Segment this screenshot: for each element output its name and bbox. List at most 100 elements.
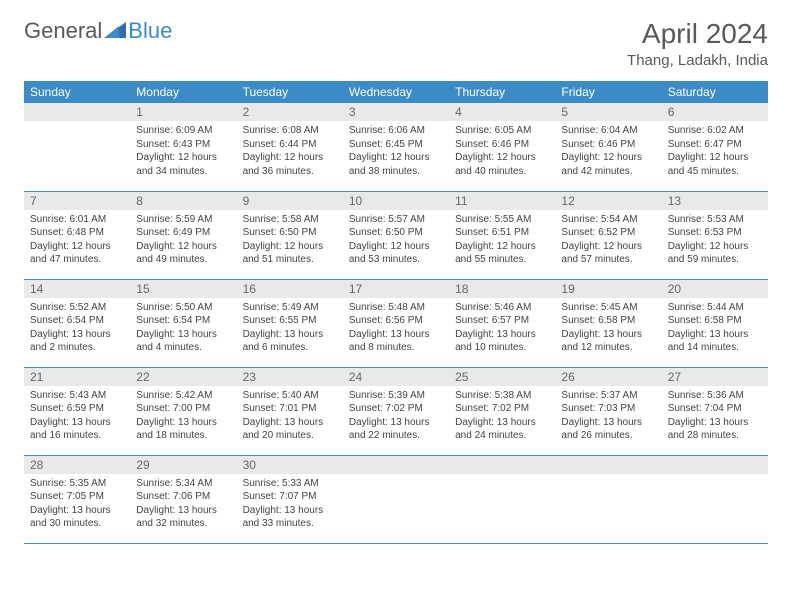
weekday-header: Monday <box>130 81 236 103</box>
calendar-day-cell: 18Sunrise: 5:46 AMSunset: 6:57 PMDayligh… <box>449 279 555 367</box>
day-details: Sunrise: 5:58 AMSunset: 6:50 PMDaylight:… <box>237 210 343 271</box>
day-details: Sunrise: 6:02 AMSunset: 6:47 PMDaylight:… <box>662 121 768 182</box>
day-number: 25 <box>449 368 555 386</box>
calendar-day-cell: 5Sunrise: 6:04 AMSunset: 6:46 PMDaylight… <box>555 103 661 191</box>
day-details: Sunrise: 5:34 AMSunset: 7:06 PMDaylight:… <box>130 474 236 535</box>
day-number: 10 <box>343 192 449 210</box>
day-details: Sunrise: 6:04 AMSunset: 6:46 PMDaylight:… <box>555 121 661 182</box>
calendar-day-cell: 3Sunrise: 6:06 AMSunset: 6:45 PMDaylight… <box>343 103 449 191</box>
day-number: 4 <box>449 103 555 121</box>
day-number: 16 <box>237 280 343 298</box>
calendar-day-cell <box>24 103 130 191</box>
day-number: 18 <box>449 280 555 298</box>
day-number: 12 <box>555 192 661 210</box>
calendar-day-cell <box>555 455 661 543</box>
day-number: 28 <box>24 456 130 474</box>
weekday-header: Thursday <box>449 81 555 103</box>
calendar-day-cell: 21Sunrise: 5:43 AMSunset: 6:59 PMDayligh… <box>24 367 130 455</box>
calendar-day-cell: 17Sunrise: 5:48 AMSunset: 6:56 PMDayligh… <box>343 279 449 367</box>
day-details: Sunrise: 5:45 AMSunset: 6:58 PMDaylight:… <box>555 298 661 359</box>
calendar-week-row: 1Sunrise: 6:09 AMSunset: 6:43 PMDaylight… <box>24 103 768 191</box>
day-details: Sunrise: 6:09 AMSunset: 6:43 PMDaylight:… <box>130 121 236 182</box>
day-details: Sunrise: 5:54 AMSunset: 6:52 PMDaylight:… <box>555 210 661 271</box>
calendar-day-cell: 16Sunrise: 5:49 AMSunset: 6:55 PMDayligh… <box>237 279 343 367</box>
day-number <box>343 456 449 474</box>
title-block: April 2024 Thang, Ladakh, India <box>627 18 768 69</box>
day-number: 20 <box>662 280 768 298</box>
day-number: 15 <box>130 280 236 298</box>
calendar-week-row: 14Sunrise: 5:52 AMSunset: 6:54 PMDayligh… <box>24 279 768 367</box>
weekday-header: Tuesday <box>237 81 343 103</box>
calendar-day-cell: 19Sunrise: 5:45 AMSunset: 6:58 PMDayligh… <box>555 279 661 367</box>
day-details: Sunrise: 5:48 AMSunset: 6:56 PMDaylight:… <box>343 298 449 359</box>
day-details <box>662 474 768 524</box>
calendar-day-cell: 14Sunrise: 5:52 AMSunset: 6:54 PMDayligh… <box>24 279 130 367</box>
day-details: Sunrise: 5:59 AMSunset: 6:49 PMDaylight:… <box>130 210 236 271</box>
day-details: Sunrise: 5:49 AMSunset: 6:55 PMDaylight:… <box>237 298 343 359</box>
day-details: Sunrise: 5:40 AMSunset: 7:01 PMDaylight:… <box>237 386 343 447</box>
day-number: 5 <box>555 103 661 121</box>
logo: General Blue <box>24 18 172 44</box>
calendar-day-cell: 24Sunrise: 5:39 AMSunset: 7:02 PMDayligh… <box>343 367 449 455</box>
calendar-day-cell: 2Sunrise: 6:08 AMSunset: 6:44 PMDaylight… <box>237 103 343 191</box>
calendar-day-cell: 29Sunrise: 5:34 AMSunset: 7:06 PMDayligh… <box>130 455 236 543</box>
day-details: Sunrise: 5:36 AMSunset: 7:04 PMDaylight:… <box>662 386 768 447</box>
day-details: Sunrise: 6:01 AMSunset: 6:48 PMDaylight:… <box>24 210 130 271</box>
day-number <box>24 103 130 121</box>
calendar-day-cell: 1Sunrise: 6:09 AMSunset: 6:43 PMDaylight… <box>130 103 236 191</box>
weekday-header: Sunday <box>24 81 130 103</box>
calendar-day-cell: 13Sunrise: 5:53 AMSunset: 6:53 PMDayligh… <box>662 191 768 279</box>
calendar-day-cell: 20Sunrise: 5:44 AMSunset: 6:58 PMDayligh… <box>662 279 768 367</box>
weekday-header: Wednesday <box>343 81 449 103</box>
day-number: 21 <box>24 368 130 386</box>
calendar-day-cell: 6Sunrise: 6:02 AMSunset: 6:47 PMDaylight… <box>662 103 768 191</box>
day-details: Sunrise: 5:55 AMSunset: 6:51 PMDaylight:… <box>449 210 555 271</box>
day-details: Sunrise: 5:53 AMSunset: 6:53 PMDaylight:… <box>662 210 768 271</box>
day-details: Sunrise: 5:33 AMSunset: 7:07 PMDaylight:… <box>237 474 343 535</box>
calendar-day-cell: 12Sunrise: 5:54 AMSunset: 6:52 PMDayligh… <box>555 191 661 279</box>
calendar-week-row: 21Sunrise: 5:43 AMSunset: 6:59 PMDayligh… <box>24 367 768 455</box>
day-number: 6 <box>662 103 768 121</box>
calendar-day-cell: 30Sunrise: 5:33 AMSunset: 7:07 PMDayligh… <box>237 455 343 543</box>
day-details: Sunrise: 5:44 AMSunset: 6:58 PMDaylight:… <box>662 298 768 359</box>
day-number: 27 <box>662 368 768 386</box>
calendar-day-cell <box>662 455 768 543</box>
day-number: 8 <box>130 192 236 210</box>
day-number: 13 <box>662 192 768 210</box>
calendar-week-row: 28Sunrise: 5:35 AMSunset: 7:05 PMDayligh… <box>24 455 768 543</box>
calendar-day-cell: 4Sunrise: 6:05 AMSunset: 6:46 PMDaylight… <box>449 103 555 191</box>
day-number: 1 <box>130 103 236 121</box>
day-details: Sunrise: 6:05 AMSunset: 6:46 PMDaylight:… <box>449 121 555 182</box>
calendar-day-cell: 25Sunrise: 5:38 AMSunset: 7:02 PMDayligh… <box>449 367 555 455</box>
weekday-header: Saturday <box>662 81 768 103</box>
day-details: Sunrise: 6:08 AMSunset: 6:44 PMDaylight:… <box>237 121 343 182</box>
day-number: 24 <box>343 368 449 386</box>
day-number <box>449 456 555 474</box>
day-number: 26 <box>555 368 661 386</box>
calendar-day-cell: 9Sunrise: 5:58 AMSunset: 6:50 PMDaylight… <box>237 191 343 279</box>
day-number <box>662 456 768 474</box>
day-details: Sunrise: 5:39 AMSunset: 7:02 PMDaylight:… <box>343 386 449 447</box>
calendar-day-cell: 22Sunrise: 5:42 AMSunset: 7:00 PMDayligh… <box>130 367 236 455</box>
day-details: Sunrise: 5:46 AMSunset: 6:57 PMDaylight:… <box>449 298 555 359</box>
logo-triangle-icon <box>104 18 126 44</box>
calendar-day-cell: 27Sunrise: 5:36 AMSunset: 7:04 PMDayligh… <box>662 367 768 455</box>
day-number: 30 <box>237 456 343 474</box>
day-number <box>555 456 661 474</box>
calendar-day-cell: 7Sunrise: 6:01 AMSunset: 6:48 PMDaylight… <box>24 191 130 279</box>
day-details: Sunrise: 5:57 AMSunset: 6:50 PMDaylight:… <box>343 210 449 271</box>
day-number: 9 <box>237 192 343 210</box>
day-details <box>555 474 661 524</box>
day-number: 7 <box>24 192 130 210</box>
day-number: 22 <box>130 368 236 386</box>
weekday-header-row: Sunday Monday Tuesday Wednesday Thursday… <box>24 81 768 103</box>
logo-text-1: General <box>24 18 102 44</box>
day-details <box>24 121 130 171</box>
day-details: Sunrise: 5:35 AMSunset: 7:05 PMDaylight:… <box>24 474 130 535</box>
day-details: Sunrise: 5:42 AMSunset: 7:00 PMDaylight:… <box>130 386 236 447</box>
day-details: Sunrise: 5:43 AMSunset: 6:59 PMDaylight:… <box>24 386 130 447</box>
day-number: 14 <box>24 280 130 298</box>
header: General Blue April 2024 Thang, Ladakh, I… <box>24 18 768 69</box>
calendar-day-cell: 26Sunrise: 5:37 AMSunset: 7:03 PMDayligh… <box>555 367 661 455</box>
calendar-day-cell: 10Sunrise: 5:57 AMSunset: 6:50 PMDayligh… <box>343 191 449 279</box>
